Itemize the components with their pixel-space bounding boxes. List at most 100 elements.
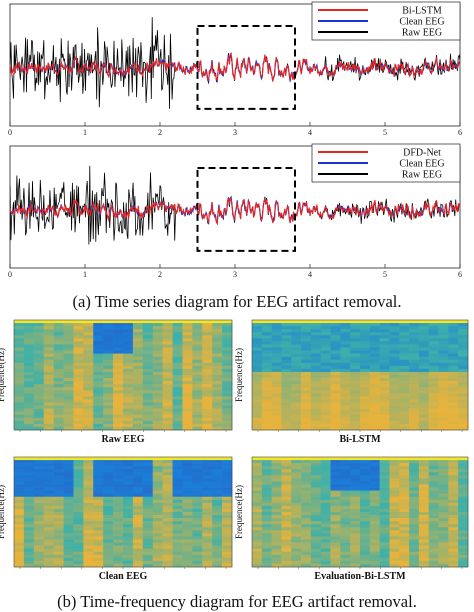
x-tick-label: 0 [8,270,12,279]
heatmap-cell [93,408,104,412]
heatmap-cell [301,335,312,339]
heatmap-cell [281,554,292,559]
heatmap-cell [369,563,380,568]
heatmap-cell [103,323,114,327]
heatmap-cell [202,332,213,336]
heatmap-cell [73,521,84,525]
heatmap-cell [202,469,213,473]
heatmap-cell [123,381,134,385]
heatmap-cell [271,387,282,391]
heatmap-cell [73,411,84,416]
heatmap-cell [152,469,163,473]
heatmap-cell [172,481,183,485]
heatmap-cell [14,417,25,422]
heatmap-cell [389,387,400,391]
heatmap-cell [192,332,203,336]
heatmap-cell [448,557,459,562]
heatmap-cell [438,478,449,482]
heatmap-cell [271,460,282,464]
heatmap-cell [23,338,35,342]
heatmap-cell [281,384,292,388]
heatmap-cell [418,375,430,379]
heatmap-cell [399,478,410,482]
heatmap-cell [152,502,163,507]
heatmap-cell [162,381,173,385]
heatmap-cell [14,426,25,431]
heatmap-cell [23,563,35,568]
heatmap-cell [428,469,439,473]
heatmap-cell [428,414,439,419]
heatmap-cell [369,512,380,516]
heatmap-cell [142,521,154,525]
heatmap-cell [172,353,183,357]
heatmap-cell [43,508,54,513]
heatmap-cell [458,539,469,543]
heatmap-cell [399,496,410,501]
heatmap-cell [172,405,183,409]
heatmap-cell [261,371,272,376]
heatmap-cell [399,505,410,510]
heatmap-cell [369,475,380,479]
heatmap-cell [438,463,449,467]
heatmap-cell [360,393,371,397]
heatmap-cell [458,533,469,537]
heatmap-cell [172,557,183,562]
heatmap-cell [409,384,420,388]
heatmap-cell [63,527,74,531]
heatmap-cell [63,393,74,397]
heatmap-cell [330,554,341,559]
heatmap-cell [310,332,322,336]
heatmap-cell [252,387,263,391]
heatmap-cell [360,356,371,361]
heatmap-cell [458,335,469,339]
heatmap-cell [379,490,390,494]
heatmap-cell [142,344,154,348]
heatmap-cell [310,381,322,385]
heatmap-cell [389,335,400,339]
heatmap-cell [113,335,124,339]
heatmap-cell [340,557,351,562]
heatmap-cell [399,320,410,324]
heatmap-cell [83,554,94,559]
heatmap-cell [152,423,163,428]
heatmap-cell [202,353,213,357]
heatmap-cell [340,457,351,461]
heatmap-cell [438,508,449,513]
heatmap-cell [389,502,400,507]
heatmap-cell [360,368,371,373]
heatmap-cell [399,420,410,425]
heatmap-cell [301,472,312,476]
heatmap-cell [132,393,144,397]
heatmap-cell [330,466,341,470]
heatmap-cell [73,545,84,549]
heatmap-cell [261,505,272,510]
heatmap-cell [142,545,154,549]
heatmap-cell [123,378,134,382]
heatmap-cell [261,368,272,373]
heatmap-cell [53,384,64,388]
heatmap-cell [438,515,449,519]
heatmap-cell [113,563,124,568]
heatmap-cell [192,548,203,553]
heatmap-cell [63,508,74,513]
heatmap-cell [261,329,272,333]
heatmap-cell [23,387,35,391]
heatmap-cell [33,347,45,351]
heatmap-cell [458,405,469,409]
heatmap-cell [222,414,233,419]
heatmap-cell [281,414,292,419]
heatmap-cell [310,371,322,376]
heatmap-cell [428,487,439,491]
heatmap-cell [418,536,430,540]
heatmap-cell [182,545,193,549]
heatmap-cell [389,466,400,470]
heatmap-cell [448,417,459,422]
heatmap-cell [252,423,263,428]
heatmap-cell [389,332,400,336]
heatmap-cell [389,539,400,543]
heatmap-cell [320,326,331,330]
heatmap-cell [63,499,74,504]
heatmap-cell [369,493,380,498]
heatmap-cell [369,359,380,364]
heatmap-cell [43,347,54,351]
